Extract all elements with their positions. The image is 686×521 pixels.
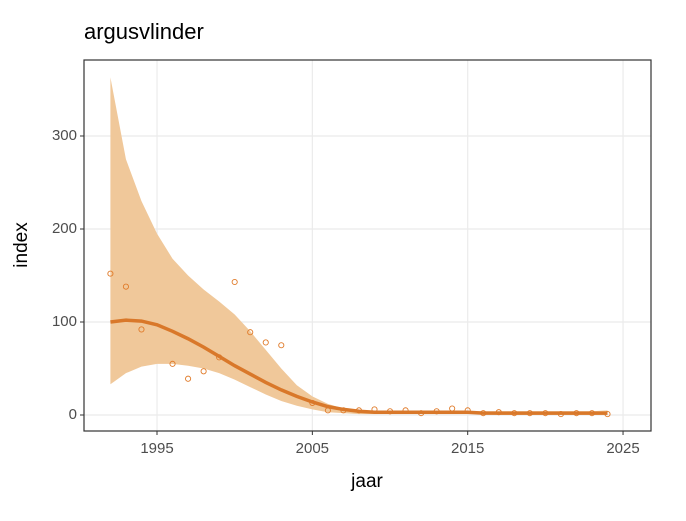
y-tick-label: 100 [52,313,77,330]
confidence-band [110,77,608,416]
data-point [200,368,207,375]
data-point [138,326,145,333]
x-tick-label: 2015 [451,440,484,457]
trend-line [110,318,608,415]
data-point [185,375,192,382]
y-tick-label: 200 [52,220,77,237]
data-point [247,329,254,336]
data-point [122,283,129,290]
data-point [169,360,176,367]
panel-border [83,59,652,432]
x-tick-label: 2005 [296,440,329,457]
x-axis-label: jaar [350,471,383,492]
chart-title: argusvlinder [84,19,204,44]
data-point [107,270,114,277]
data-point [262,339,269,346]
y-axis-label: index [11,222,32,268]
data-point [231,278,238,286]
x-tick-label: 2025 [606,440,639,457]
data-point [278,342,285,349]
y-tick-label: 0 [69,406,77,423]
y-tick-label: 300 [52,127,77,144]
x-tick-label: 1995 [140,440,173,457]
